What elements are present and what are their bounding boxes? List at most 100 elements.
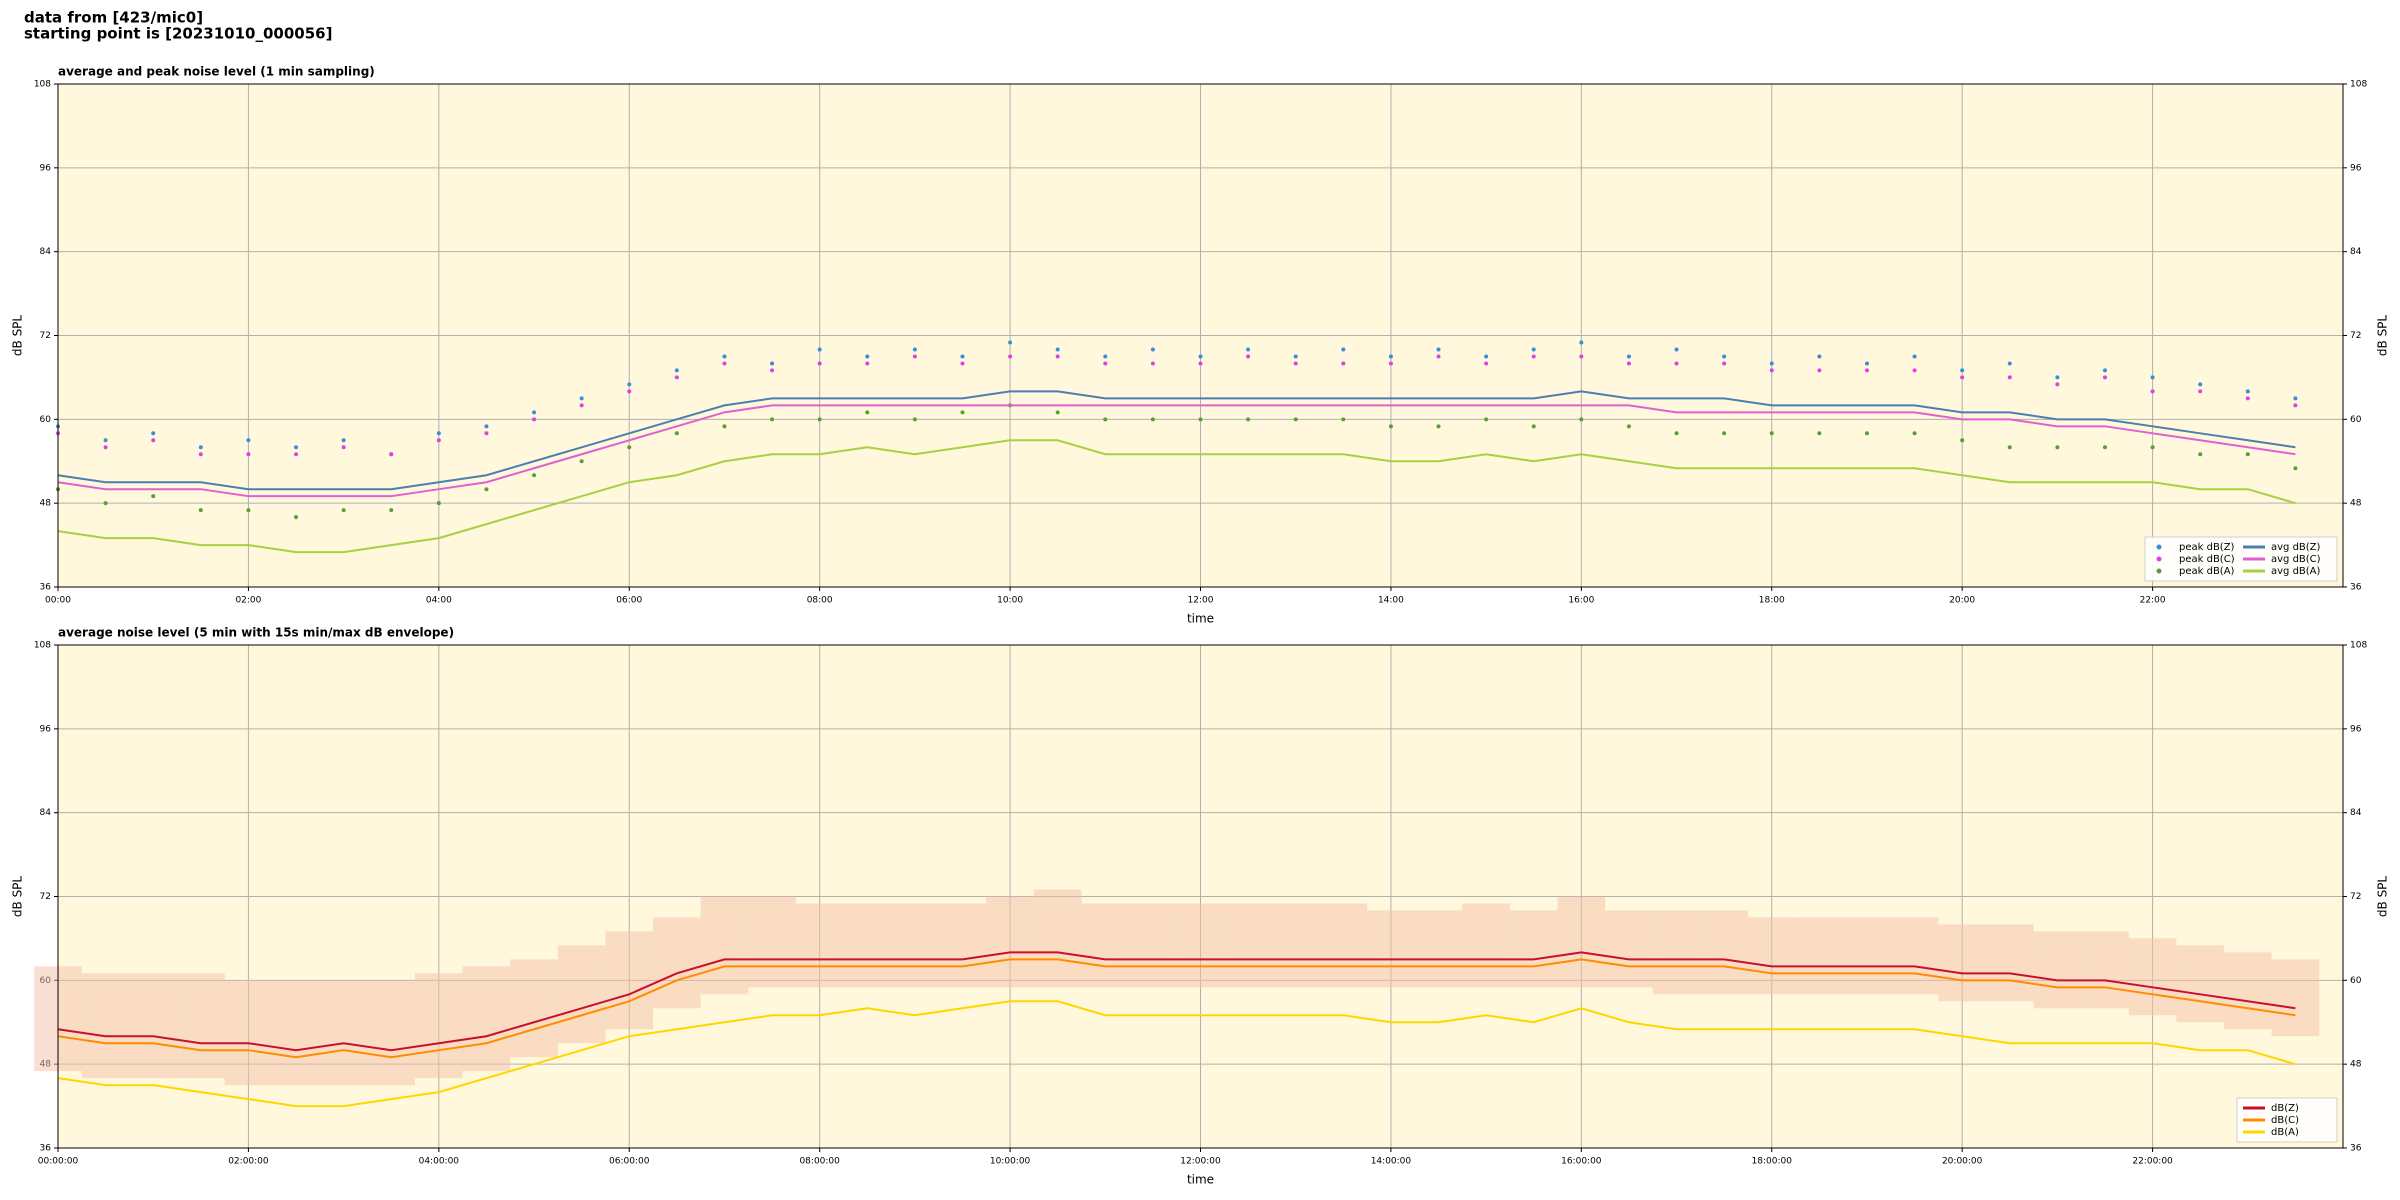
peak-point — [817, 361, 822, 366]
peak-point — [1198, 417, 1203, 422]
peak-point — [1960, 375, 1965, 380]
peak-point — [627, 382, 632, 387]
legend-label: dB(Z) — [2271, 1103, 2299, 1114]
peak-point — [1055, 410, 1060, 415]
peak-point — [1864, 361, 1869, 366]
peak-point — [1150, 347, 1155, 352]
peak-point — [627, 445, 632, 450]
envelope-band — [748, 896, 796, 988]
peak-point — [1626, 361, 1631, 366]
x-tick-label: 04:00:00 — [419, 1157, 460, 1167]
x-tick-label: 06:00 — [616, 596, 642, 606]
legend-swatch — [2156, 556, 2162, 562]
envelope-band — [1224, 903, 1272, 988]
x-tick-label: 14:00 — [1378, 596, 1404, 606]
y-tick-label: 72 — [40, 892, 51, 902]
y-tick-label: 36 — [40, 583, 52, 593]
peak-point — [532, 410, 537, 415]
x-tick-label: 02:00:00 — [228, 1157, 269, 1167]
envelope-band — [605, 931, 654, 1030]
y2-tick-label: 84 — [2350, 247, 2362, 257]
peak-point — [2102, 375, 2107, 380]
peak-point — [2007, 375, 2012, 380]
peak-point — [294, 452, 299, 457]
peak-point — [722, 361, 727, 366]
legend-label: peak dB(Z) — [2179, 542, 2235, 553]
x-axis-label: time — [1187, 612, 1214, 626]
plot-frame — [57, 83, 2344, 588]
y-tick-label: 96 — [40, 163, 52, 173]
peak-point — [1246, 417, 1251, 422]
series-line — [57, 439, 2296, 554]
y2-tick-label: 36 — [2350, 1144, 2362, 1154]
peak-point — [103, 501, 108, 506]
chart-title: average noise level (5 min with 15s min/… — [58, 626, 454, 640]
x-tick-label: 18:00:00 — [1752, 1157, 1793, 1167]
peak-point — [1674, 347, 1679, 352]
envelope-band — [1271, 903, 1320, 988]
peak-point — [1769, 368, 1774, 373]
peak-point — [246, 508, 251, 513]
peak-point — [1769, 361, 1774, 366]
peak-point — [1436, 347, 1441, 352]
envelope-band — [462, 966, 511, 1072]
peak-point — [2102, 368, 2107, 373]
peak-point — [674, 368, 679, 373]
x-tick-label: 10:00:00 — [990, 1157, 1031, 1167]
header-line: data from [423/mic0] — [24, 9, 203, 27]
peak-point — [198, 508, 203, 513]
peak-point — [1626, 354, 1631, 359]
envelope-band — [224, 980, 273, 1086]
peak-point — [865, 354, 870, 359]
y-axis-label: dB SPL — [11, 876, 25, 918]
peak-point — [1769, 431, 1774, 436]
peak-point — [1150, 417, 1155, 422]
x-tick-label: 22:00:00 — [2132, 1157, 2173, 1167]
x-tick-label: 02:00 — [235, 596, 261, 606]
envelope-band — [1081, 903, 1130, 988]
peak-point — [865, 361, 870, 366]
envelope-band — [986, 896, 1034, 988]
peak-point — [2198, 452, 2203, 457]
peak-point — [1960, 368, 1965, 373]
y2-tick-label: 48 — [2350, 1060, 2362, 1070]
peak-point — [1531, 347, 1536, 352]
x-tick-label: 10:00 — [997, 596, 1023, 606]
y-tick-label: 48 — [40, 499, 52, 509]
peak-point — [436, 438, 441, 443]
peak-point — [2007, 361, 2012, 366]
peak-point — [2245, 396, 2250, 401]
peak-point — [1198, 354, 1203, 359]
peak-point — [1864, 431, 1869, 436]
y2-tick-label: 36 — [2350, 583, 2362, 593]
x-tick-label: 06:00:00 — [609, 1157, 650, 1167]
peak-point — [865, 410, 870, 415]
peak-point — [198, 452, 203, 457]
peak-point — [1722, 431, 1727, 436]
x-tick-label: 14:00:00 — [1371, 1157, 1412, 1167]
envelope-band — [2271, 959, 2320, 1037]
envelope-band — [891, 903, 939, 988]
x-tick-label: 16:00 — [1568, 596, 1594, 606]
envelope-band — [938, 903, 987, 988]
envelope-band — [2176, 945, 2224, 1023]
peak-point — [2198, 389, 2203, 394]
peak-point — [1388, 424, 1393, 429]
series-line — [57, 404, 2296, 498]
peak-point — [1388, 361, 1393, 366]
peak-point — [1008, 354, 1013, 359]
peak-point — [1579, 354, 1584, 359]
peak-point — [770, 417, 775, 422]
y-tick-label: 72 — [40, 331, 51, 341]
peak-point — [1246, 347, 1251, 352]
peak-point — [1246, 354, 1251, 359]
envelope-band — [367, 980, 416, 1086]
series-line — [57, 958, 2296, 1059]
legend-swatch — [2156, 544, 2162, 550]
series-line — [57, 951, 2296, 1052]
peak-point — [341, 445, 346, 450]
legend-label: avg dB(A) — [2271, 566, 2321, 577]
envelope-band — [81, 973, 130, 1079]
peak-point — [1626, 424, 1631, 429]
